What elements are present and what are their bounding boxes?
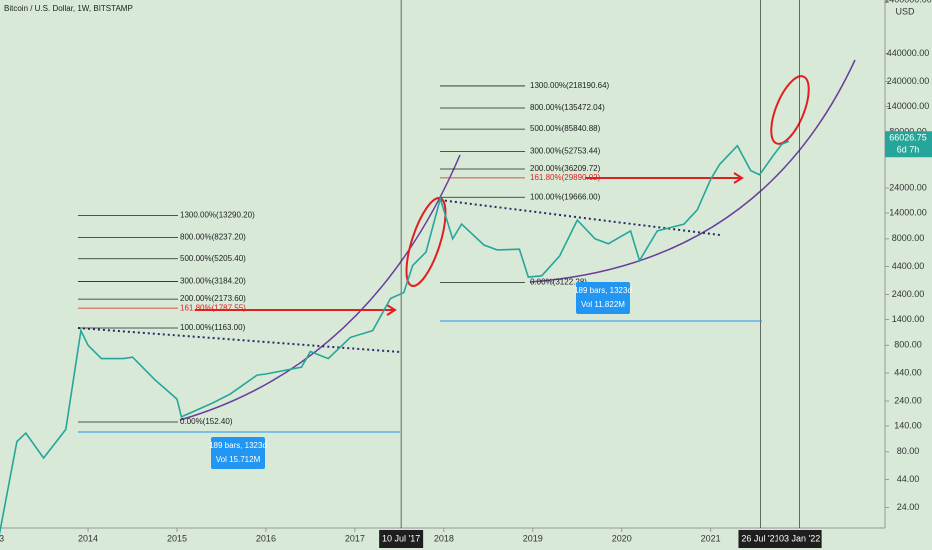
y-tick-label: 800.00 [894, 340, 922, 350]
fib-label: 800.00%(135472.04) [530, 103, 605, 112]
range-label: Vol 11.822M [581, 300, 625, 309]
y-tick-label: 24000.00 [889, 182, 927, 192]
date-marker-label: 26 Jul '21 [741, 533, 779, 543]
date-marker-box [777, 530, 822, 548]
fib-label: 100.00%(1163.00) [180, 323, 246, 332]
range-box [576, 282, 630, 314]
y-tick-label: 1400000.00 [884, 0, 932, 4]
arrow [195, 304, 397, 316]
fib-label: 500.00%(85840.88) [530, 124, 601, 133]
chart-title: Bitcoin / U.S. Dollar, 1W, BITSTAMP [4, 4, 133, 13]
range-label: 189 bars, 1323d [209, 441, 267, 450]
date-marker-box [738, 530, 783, 548]
fib-label: 161.80%(1787.55) [180, 303, 246, 312]
fib-label: 500.00%(5205.40) [180, 254, 246, 263]
y-tick-label: 2400.00 [892, 289, 925, 299]
arrow [585, 172, 744, 184]
fib-label: 0.00%(3122.28) [530, 277, 587, 286]
fib-label: 1300.00%(218190.64) [530, 81, 610, 90]
fib-label: 1300.00%(13290.20) [180, 210, 255, 219]
y-tick-label: 4400.00 [892, 261, 925, 271]
x-tick-label: 2019 [523, 533, 543, 543]
y-tick-label: 24.00 [897, 502, 920, 512]
highlight-circle [770, 75, 810, 145]
range-box [211, 437, 265, 469]
fib-label: 800.00%(8237.20) [180, 233, 246, 242]
countdown-label: 6d 7h [897, 145, 920, 155]
fib-label: 100.00%(19666.00) [530, 192, 601, 201]
fib-label: 200.00%(2173.60) [180, 294, 246, 303]
last-price-label: 66026.75 [889, 133, 927, 143]
y-tick-label: 44.00 [897, 474, 920, 484]
y-tick-label: 8000.00 [892, 233, 925, 243]
y-tick-label: 1400.00 [892, 314, 925, 324]
trend-line [439, 199, 721, 236]
fib-label: 300.00%(3184.20) [180, 277, 246, 286]
x-tick-label: 2021 [701, 533, 721, 543]
date-marker-label: 03 Jan '22 [779, 533, 820, 543]
x-tick-label: 2016 [256, 533, 276, 543]
axis-unit: USD [895, 6, 915, 16]
range-label: Vol 15.712M [216, 455, 261, 464]
fib-label: 0.00%(152.40) [180, 417, 233, 426]
range-label: 189 bars, 1323d [574, 286, 632, 295]
y-tick-label: 440000.00 [887, 48, 930, 58]
trend-line [77, 327, 401, 353]
curve [529, 59, 856, 283]
x-tick-label: 2014 [78, 533, 98, 543]
y-tick-label: 240000.00 [887, 76, 930, 86]
x-tick-label: 2020 [612, 533, 632, 543]
y-tick-label: 140.00 [894, 420, 922, 430]
fib-label: 161.80%(29890.02) [530, 173, 601, 182]
y-tick-label: 440.00 [894, 367, 922, 377]
date-marker-box [379, 530, 424, 548]
date-marker-label: 10 Jul '17 [382, 533, 420, 543]
curve [179, 154, 461, 421]
y-tick-label: 80.00 [897, 446, 920, 456]
fib-label: 300.00%(52753.44) [530, 147, 601, 156]
x-tick-label: 13 [0, 533, 4, 543]
y-tick-label: 140000.00 [887, 101, 930, 111]
fib-label: 200.00%(36209.72) [530, 164, 601, 173]
y-tick-label: 14000.00 [889, 207, 927, 217]
y-tick-label: 240.00 [894, 395, 922, 405]
x-tick-label: 2018 [434, 533, 454, 543]
x-tick-label: 2015 [167, 533, 187, 543]
last-price-box [885, 131, 932, 158]
price-line [0, 140, 790, 536]
x-tick-label: 2017 [345, 533, 365, 543]
